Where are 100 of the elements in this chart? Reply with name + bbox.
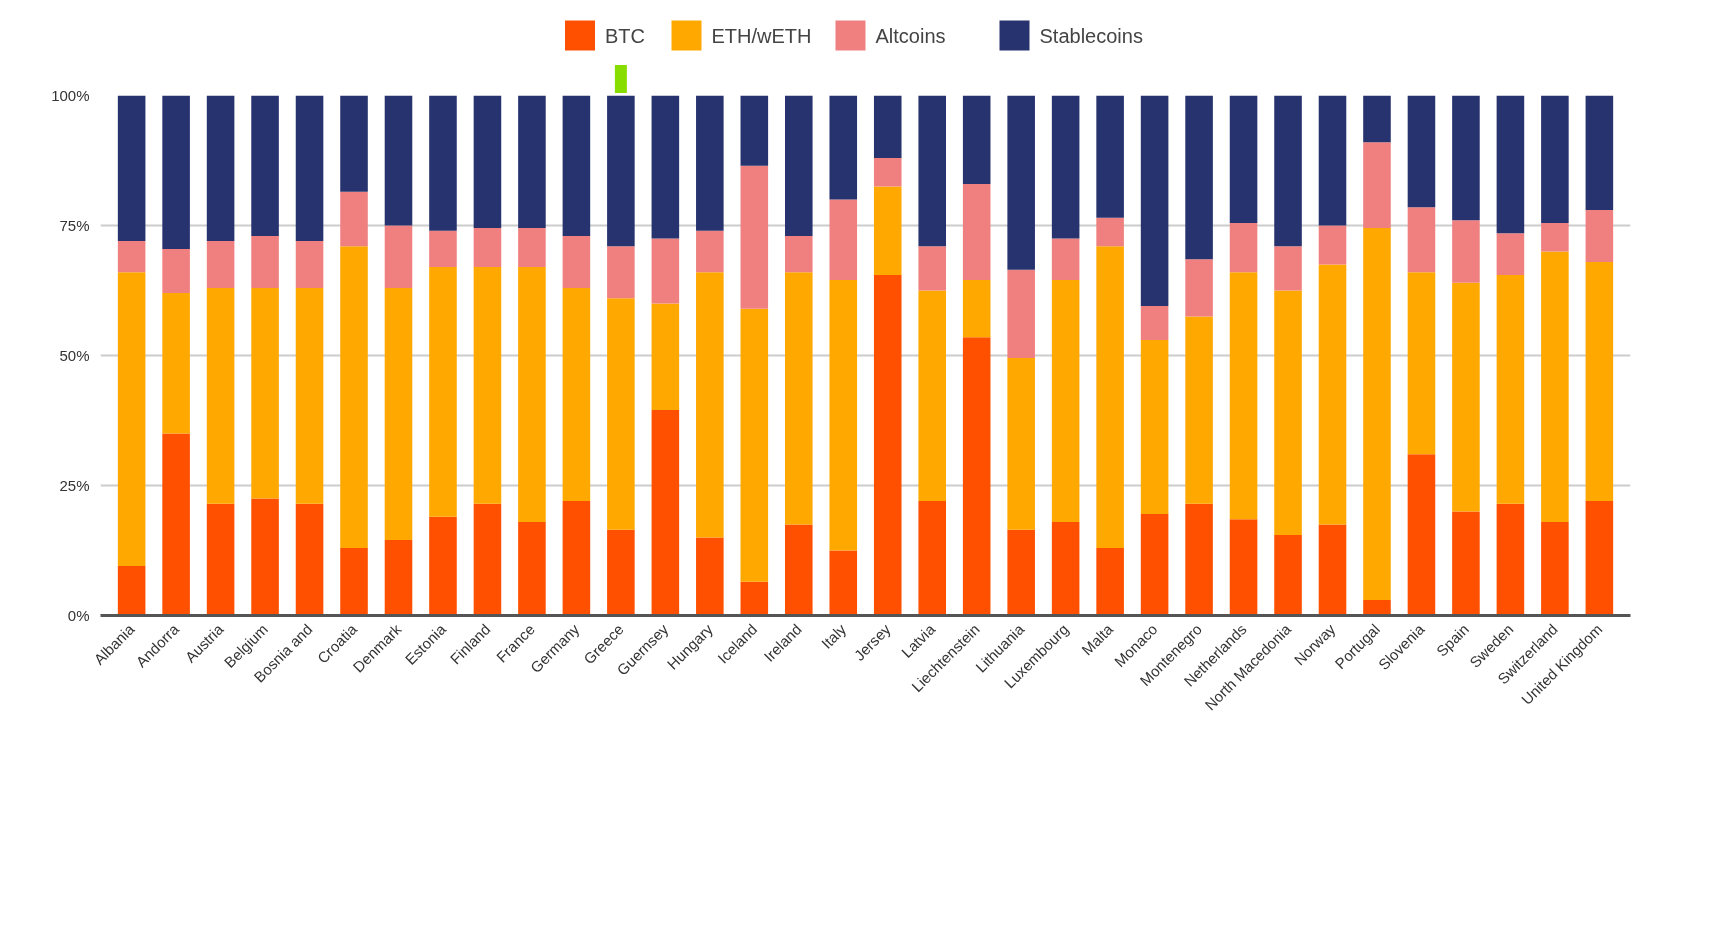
bar [829, 550, 858, 616]
bar [429, 267, 457, 517]
bar [340, 547, 368, 616]
bar [785, 272, 813, 525]
bar [1274, 95, 1302, 247]
bar [651, 303, 680, 411]
bar [1096, 246, 1124, 548]
bar [1363, 142, 1391, 229]
bar [1051, 95, 1080, 239]
bar [518, 521, 546, 616]
legend-label: BTC [605, 24, 645, 47]
bar [518, 95, 546, 229]
legend-label: ETH/wETH [711, 24, 812, 47]
bar [384, 540, 413, 616]
bar [1496, 503, 1525, 616]
bar [740, 308, 769, 582]
bar [1496, 233, 1525, 275]
bar [473, 228, 502, 268]
bar [206, 95, 235, 242]
bar [1318, 524, 1347, 616]
bar [1585, 209, 1614, 262]
bar [295, 241, 324, 288]
bar [1585, 501, 1614, 616]
bar [1407, 207, 1436, 273]
bar [251, 95, 279, 236]
bar [829, 199, 858, 281]
bar [873, 95, 902, 158]
legend-label: Stablecoins [1039, 24, 1143, 47]
bar [918, 290, 946, 502]
bar [1274, 290, 1302, 535]
bar [696, 95, 724, 231]
bar [1496, 274, 1525, 504]
bar [251, 287, 279, 499]
bar [873, 186, 902, 275]
bar [1541, 251, 1569, 522]
bar [1541, 521, 1569, 616]
bar [785, 524, 813, 616]
bar [340, 95, 368, 192]
bar [340, 246, 368, 548]
bar [295, 95, 324, 242]
bar [1140, 339, 1169, 515]
bar [1185, 316, 1213, 504]
bar [651, 410, 680, 616]
bar [1140, 514, 1169, 616]
bar [785, 235, 813, 273]
bar [295, 287, 324, 504]
bar [1363, 95, 1391, 143]
bar [117, 95, 146, 242]
bar [562, 95, 591, 236]
y-tick-label: 25% [59, 477, 90, 494]
bar [962, 95, 991, 184]
bar [473, 267, 502, 504]
bar [251, 498, 279, 616]
bar [1452, 95, 1480, 221]
bar [251, 235, 279, 288]
bar [1363, 228, 1391, 600]
bar [1229, 222, 1258, 273]
y-tick-label: 100% [51, 87, 90, 104]
bar [1051, 280, 1080, 522]
bar [1407, 454, 1436, 616]
bar [518, 267, 546, 522]
bar [1452, 282, 1480, 512]
bar [696, 537, 724, 616]
bar [1452, 220, 1480, 283]
bar [1007, 95, 1035, 270]
bar [696, 230, 724, 273]
bar [918, 246, 946, 291]
bar [117, 566, 146, 616]
bar [873, 274, 902, 616]
bar [829, 95, 858, 200]
bar [117, 272, 146, 567]
bar [1318, 264, 1347, 525]
bar [1185, 259, 1213, 317]
bar [918, 501, 946, 616]
bar [562, 287, 591, 502]
bar [429, 516, 457, 616]
bar [206, 287, 235, 504]
bar [785, 95, 813, 236]
bar [384, 287, 413, 541]
bar [1185, 95, 1213, 260]
legend-label: Altcoins [875, 24, 946, 47]
bar [1496, 95, 1525, 234]
bar [918, 95, 946, 247]
bar [1007, 269, 1035, 359]
bar [1229, 272, 1258, 520]
bar [829, 280, 858, 551]
bar [651, 95, 680, 239]
y-tick-label: 0% [67, 607, 90, 624]
x-tick-label: Italy [817, 620, 850, 652]
bar [162, 293, 190, 434]
bar [1541, 222, 1569, 252]
bar [1274, 534, 1302, 616]
bar [1585, 95, 1614, 210]
bar [1452, 511, 1480, 616]
bar [1229, 519, 1258, 616]
bar [1185, 503, 1213, 616]
bar [651, 238, 680, 304]
bar [429, 230, 457, 268]
y-tick-label: 50% [59, 347, 90, 364]
bar [740, 95, 769, 166]
